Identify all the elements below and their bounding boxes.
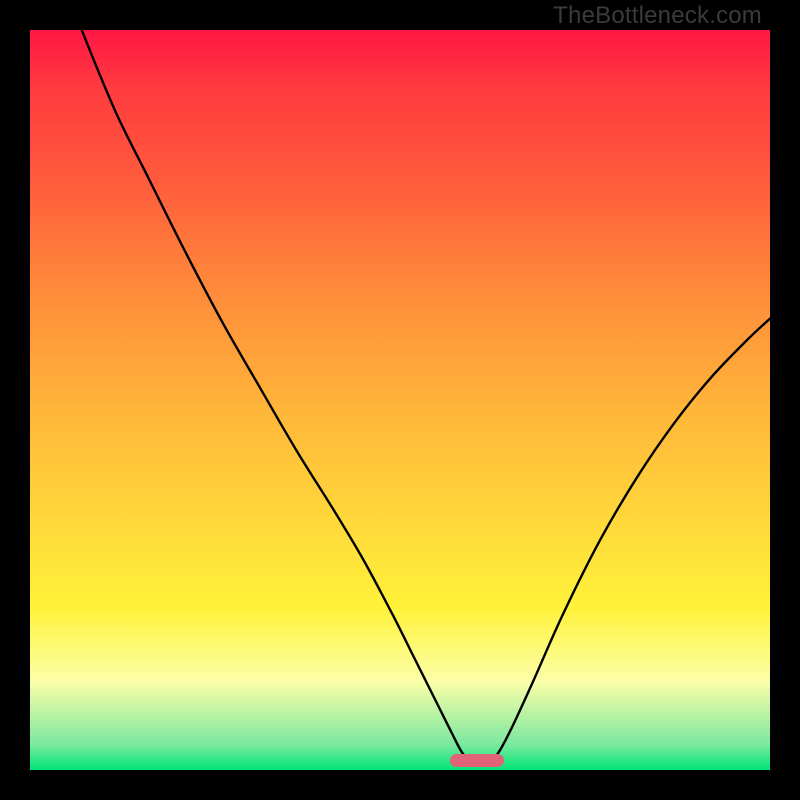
plot-area bbox=[30, 30, 770, 770]
curve-layer bbox=[30, 30, 770, 770]
watermark-label: TheBottleneck.com bbox=[553, 2, 762, 30]
minimum-marker bbox=[450, 754, 505, 767]
chart-frame: TheBottleneck.com bbox=[0, 0, 800, 800]
bottleneck-curve bbox=[82, 30, 770, 764]
